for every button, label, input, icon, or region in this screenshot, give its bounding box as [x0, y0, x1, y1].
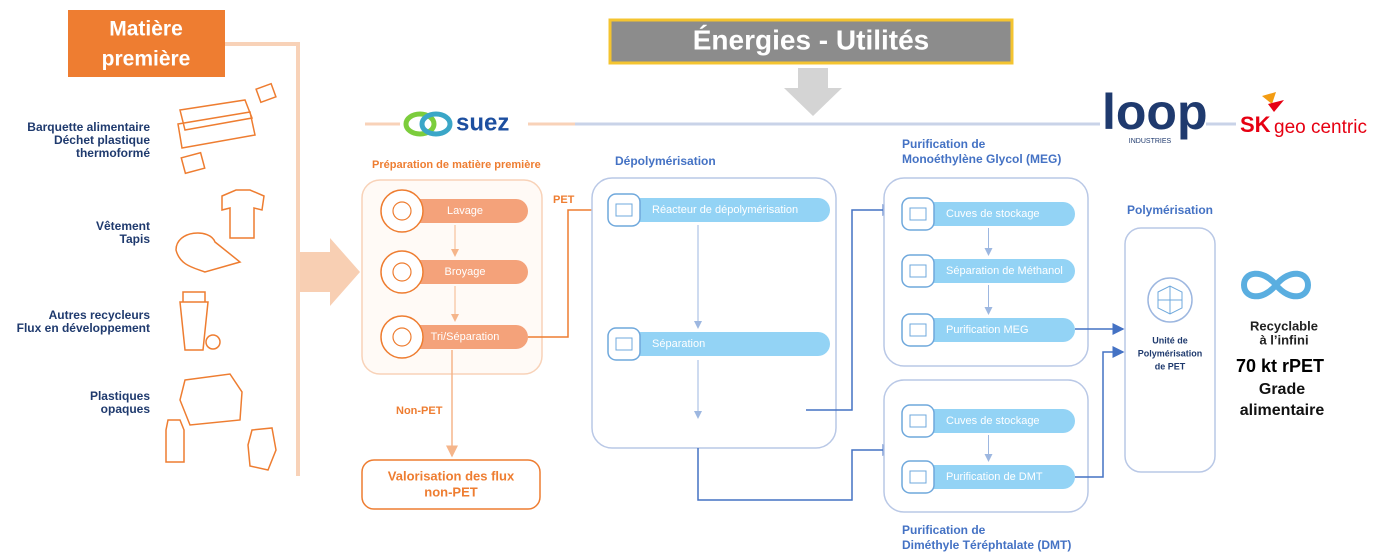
sk-butterfly	[1262, 92, 1276, 104]
valorisation-text: Valorisation des flux	[388, 468, 515, 483]
input-label: Déchet plastique	[54, 133, 150, 147]
input-label: Barquette alimentaire	[27, 120, 150, 134]
grade-text: Grade	[1259, 381, 1305, 398]
step-icon	[902, 405, 934, 437]
step-label: Cuves de stockage	[946, 415, 1040, 427]
step-icon	[381, 251, 423, 293]
step-label: Purification MEG	[946, 324, 1029, 336]
section-title: Préparation de matière première	[372, 159, 541, 171]
step-icon	[381, 316, 423, 358]
polymer-unit: Unité de	[1152, 335, 1188, 345]
input-label: thermoformé	[76, 146, 150, 160]
step-icon	[608, 194, 640, 226]
sk-sub: geo centric	[1274, 117, 1367, 138]
step-label: Purification de DMT	[946, 471, 1043, 483]
step-label: Séparation de Méthanol	[946, 265, 1063, 277]
polymer-unit: de PET	[1155, 361, 1186, 371]
dmt-connector	[698, 448, 893, 500]
step-icon	[902, 461, 934, 493]
input-label: Tapis	[120, 232, 151, 246]
input-label: Plastiques	[90, 389, 150, 403]
grade-text: alimentaire	[1240, 402, 1325, 419]
step-label: Lavage	[447, 205, 483, 217]
result-text: à l’infini	[1259, 332, 1308, 347]
step-icon	[608, 328, 640, 360]
raw-material-title: première	[102, 48, 191, 71]
raw-material-title: Matière	[109, 18, 183, 41]
section-title: Purification de	[902, 137, 986, 151]
flow-label: Non-PET	[396, 405, 443, 417]
step-label: Séparation	[652, 338, 705, 350]
step-icon	[902, 255, 934, 287]
step-label: Tri/Séparation	[431, 331, 500, 343]
loop-sub: INDUSTRIES	[1129, 138, 1172, 145]
input-label: Autres recycleurs	[49, 308, 151, 322]
input-label: Flux en développement	[17, 321, 150, 335]
bracket-line	[225, 44, 298, 476]
result-text: Recyclable	[1250, 318, 1318, 333]
step-icon	[381, 190, 423, 232]
infinity-icon	[1244, 274, 1308, 297]
input-label: Vêtement	[96, 219, 150, 233]
energies-arrow	[784, 68, 842, 116]
suez-logo: suez	[406, 109, 509, 136]
diagram: Matière première Barquette alimentaire D…	[0, 0, 1388, 554]
step-icon	[902, 314, 934, 346]
section-title: Dépolymérisation	[615, 154, 716, 168]
section-title: Diméthyle Téréphtalate (DMT)	[902, 538, 1071, 552]
input-icons	[166, 84, 276, 470]
input-label: opaques	[101, 402, 151, 416]
step-label: Cuves de stockage	[946, 208, 1040, 220]
flow-label: PET	[553, 194, 575, 206]
step-icon	[902, 198, 934, 230]
sk-logo: SK	[1240, 112, 1271, 137]
valorisation-text: non-PET	[424, 484, 477, 499]
section-title: Monoéthylène Glycol (MEG)	[902, 152, 1061, 166]
step-label: Broyage	[445, 266, 486, 278]
loop-logo: loop	[1102, 84, 1208, 140]
capacity-text: 70 kt rPET	[1236, 356, 1324, 376]
step-label: Réacteur de dépolymérisation	[652, 204, 798, 216]
suez-text: suez	[456, 109, 509, 136]
energies-title: Énergies - Utilités	[693, 24, 930, 55]
polymer-unit: Polymérisation	[1138, 348, 1203, 358]
section-title: Polymérisation	[1127, 203, 1213, 217]
section-title: Purification de	[902, 523, 986, 537]
input-arrow	[300, 238, 360, 306]
polymer-icon	[1158, 286, 1182, 314]
